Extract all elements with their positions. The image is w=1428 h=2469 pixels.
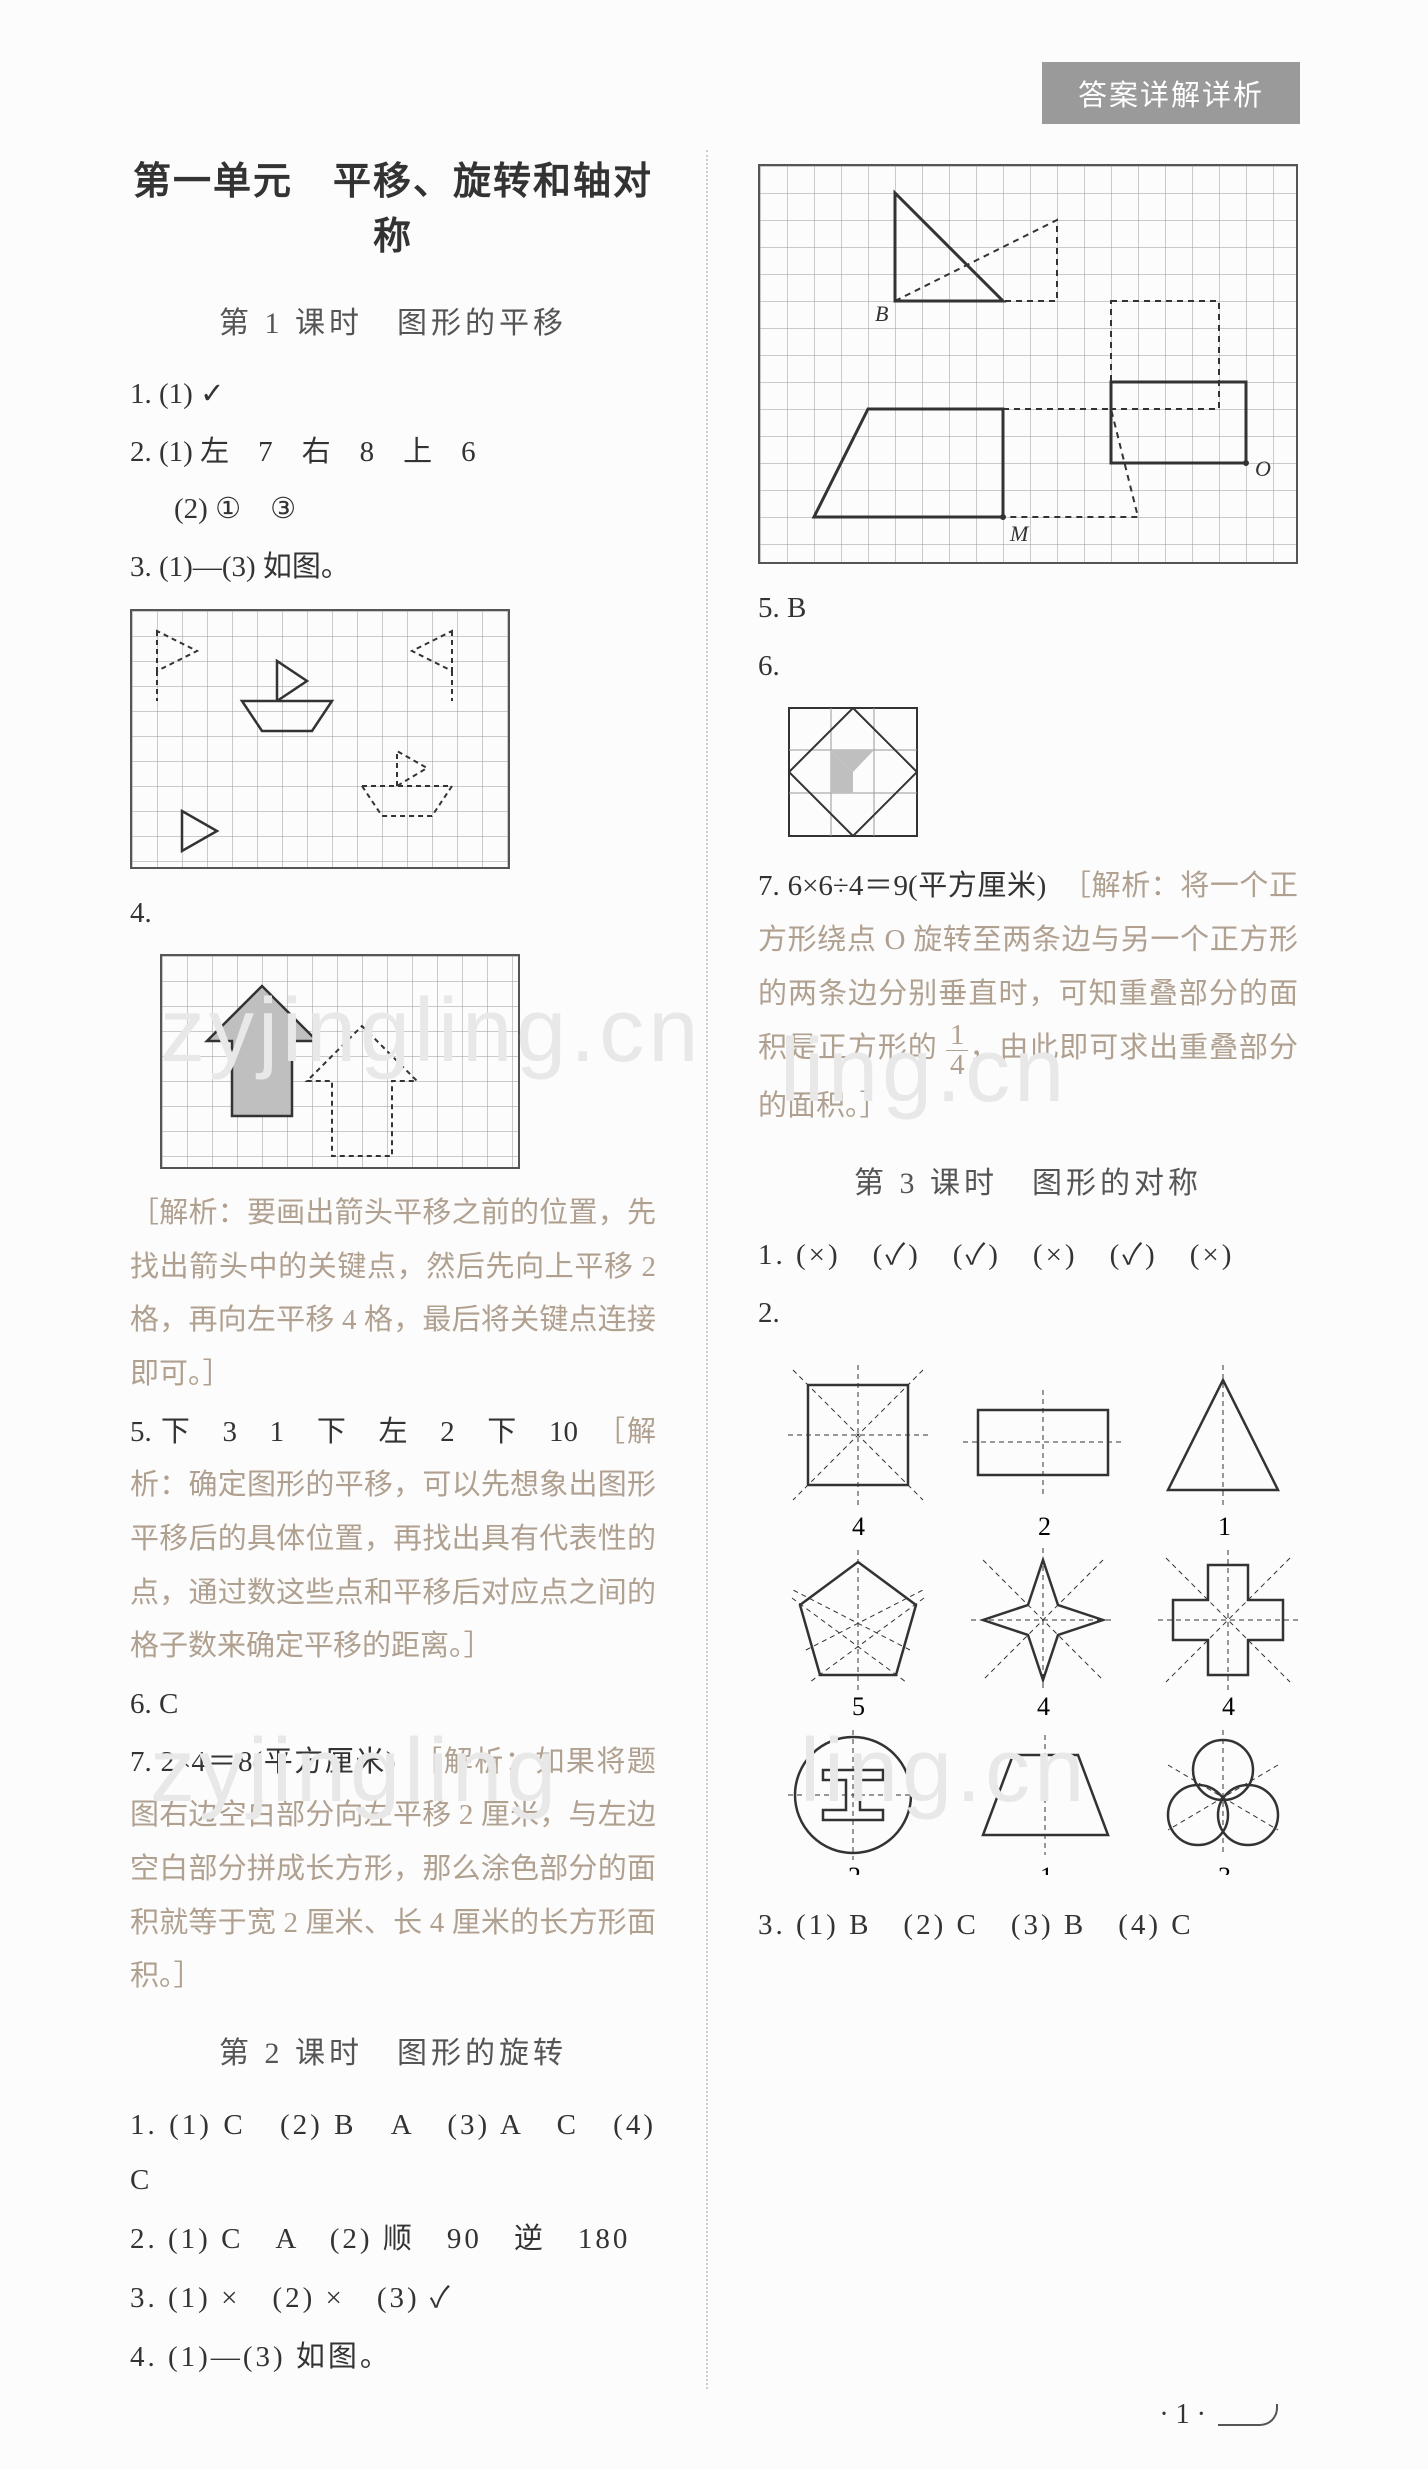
q5-analysis: ［解析：确定图形的平移，可以先想象出图形平移后的具体位置，再找出具有代表性的点，… (130, 1416, 656, 1663)
q7a-text: 7. 6×6÷4＝9(平方厘米) (758, 870, 1076, 902)
q1: 1. (1) ✓ (130, 368, 656, 422)
header-tab: 答案详解详析 (1042, 62, 1300, 124)
l2-q5: 5. B (758, 582, 1298, 636)
svg-text:O: O (1255, 456, 1271, 481)
l2-q2: 2. (1) C A (2) 顺 90 逆 180 (130, 2212, 656, 2267)
unit-title: 第一单元 平移、旋转和轴对称 (130, 150, 656, 260)
l2-q3: 3. (1) × (2) × (3) ✓ (130, 2271, 656, 2326)
svg-text:M: M (1009, 521, 1030, 546)
sym-n7: 2 (848, 1862, 861, 1875)
q6: 6. C (130, 1678, 656, 1732)
left-column: 第一单元 平移、旋转和轴对称 第 1 课时 图形的平移 1. (1) ✓ 2. … (130, 150, 656, 2389)
page-content: 第一单元 平移、旋转和轴对称 第 1 课时 图形的平移 1. (1) ✓ 2. … (0, 0, 1428, 2469)
q4-figure (160, 954, 656, 1169)
q3: 3. (1)—(3) 如图。 (130, 541, 656, 595)
q3-figure (130, 609, 656, 869)
l2-q4: 4. (1)—(3) 如图。 (130, 2330, 656, 2385)
svg-text:B: B (875, 301, 888, 326)
column-separator (706, 150, 708, 2389)
sym-n9: 3 (1218, 1862, 1231, 1875)
l2-q1: 1. (1) C (2) B A (3) A C (4) C (130, 2098, 656, 2208)
sym-n1: 4 (852, 1512, 865, 1541)
l3-q1: 1. (×) (✓) (✓) (×) (✓) (×) (758, 1228, 1298, 1283)
l2-q6: 6. (758, 640, 1298, 694)
q4-analysis: ［解析：要画出箭头平移之前的位置，先找出箭头中的关键点，然后先向上平移 2 格，… (130, 1187, 656, 1402)
symmetry-figure: 4 2 1 (758, 1355, 1298, 1880)
l2-q7: 7. 6×6÷4＝9(平方厘米) ［解析：将一个正方形绕点 O 旋转至两条边与另… (758, 860, 1298, 1134)
l3-q3: 3. (1) B (2) C (3) B (4) C (758, 1898, 1298, 1953)
right-column: B O M 5. B 6. (758, 150, 1298, 2389)
q2b: (2) ① ③ (130, 483, 656, 537)
q7-analysis: ［解析：如果将题图右边空白部分向左平移 2 厘米，与左边空白部分拼成长方形，那么… (130, 1746, 656, 1993)
page-number: · 1 · (1159, 2399, 1206, 2431)
sym-n3: 1 (1218, 1512, 1231, 1541)
lesson3-title: 第 3 课时 图形的对称 (758, 1158, 1298, 1202)
l3-q2: 2. (758, 1287, 1298, 1341)
sym-n8: 1 (1040, 1862, 1053, 1875)
q7: 7. 2×4＝8(平方厘米) ［解析：如果将题图右边空白部分向左平移 2 厘米，… (130, 1736, 656, 2004)
q5-text: 5. 下 3 1 下 左 2 下 10 (130, 1416, 611, 1448)
q7-text: 7. 2×4＝8(平方厘米) (130, 1746, 428, 1778)
q6-figure (788, 707, 1298, 842)
frac-num: 1 (946, 1021, 969, 1051)
q4-num: 4. (130, 887, 656, 941)
lesson2-title: 第 2 课时 图形的旋转 (130, 2028, 656, 2072)
sym-n2: 2 (1038, 1512, 1051, 1541)
sym-n4: 5 (852, 1692, 865, 1721)
sym-n6: 4 (1222, 1692, 1235, 1721)
q5: 5. 下 3 1 下 左 2 下 10 ［解析：确定图形的平移，可以先想象出图形… (130, 1406, 656, 1674)
footer-curve-icon (1218, 2404, 1278, 2426)
frac-den: 4 (946, 1051, 969, 1080)
page-footer: · 1 · (1159, 2399, 1278, 2431)
rotation-figure: B O M (758, 164, 1298, 564)
lesson1-title: 第 1 课时 图形的平移 (130, 298, 656, 342)
sym-n5: 4 (1037, 1692, 1050, 1721)
q2a: 2. (1) 左 7 右 8 上 6 (130, 426, 656, 480)
